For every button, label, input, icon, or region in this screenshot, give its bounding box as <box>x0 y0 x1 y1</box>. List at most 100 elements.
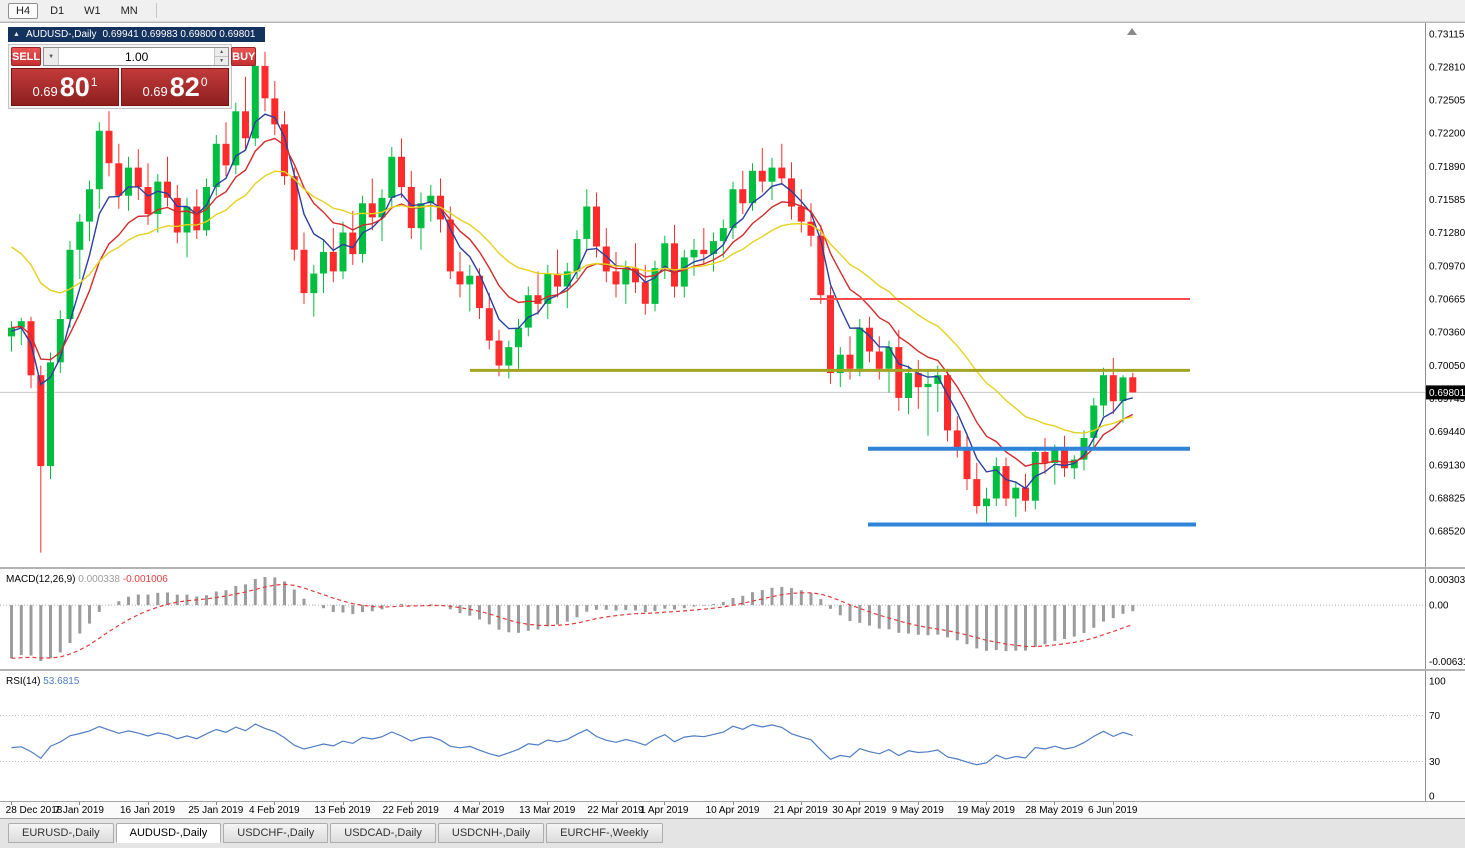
rsi-axis-tick: 30 <box>1429 757 1441 768</box>
ask-price-big-digits: 82 <box>169 72 200 102</box>
date-tick <box>986 802 987 805</box>
price-axis-tick: 0.70050 <box>1429 361 1465 372</box>
date-tick <box>147 802 149 805</box>
rsi-line <box>11 723 1133 766</box>
ma-slow-line <box>11 170 1133 434</box>
ma-fast-line <box>11 113 1133 490</box>
ask-price-prefix: 0.69 <box>142 84 168 99</box>
volume-control: ▼ ▲ ▼ <box>43 47 230 66</box>
timeframe-button-h4[interactable]: H4 <box>8 2 39 19</box>
date-tick <box>1054 802 1056 805</box>
macd-axis-max: 0.0030355 <box>1429 575 1465 586</box>
chart-icon: ▲ <box>13 31 20 38</box>
current-price-label <box>1426 385 1465 400</box>
price-axis-tick: 0.71890 <box>1429 162 1465 173</box>
current-price-value: 0.69801 <box>1429 388 1465 399</box>
date-axis[interactable]: 28 Dec 2018 7 Jan 2019 16 Jan 2019 25 Jan 2… <box>0 801 1465 819</box>
date-tick <box>215 802 217 805</box>
date-label: 28 May 2019 <box>1025 805 1084 816</box>
one-click-trading-panel: SELL ▼ ▲ ▼ BUY 0.69 80 1 0 <box>8 44 257 109</box>
rsi-axis-tick: 100 <box>1429 677 1446 688</box>
rsi-pane[interactable]: 100 70 30 0 RSI(14) 53.6815 <box>0 671 1465 801</box>
rsi-axis-tick: 70 <box>1429 711 1441 722</box>
date-tick <box>410 802 412 805</box>
date-tick <box>664 802 666 805</box>
macd-axis-min: -0.0063110 <box>1429 657 1465 668</box>
rsi-header: RSI(14) 53.6815 <box>6 676 80 687</box>
sell-price-box[interactable]: 0.69 80 1 <box>11 68 119 106</box>
macd-pane[interactable]: 0.0030355 0.00 -0.0063110 MACD(12,26,9) 0.0… <box>0 569 1465 669</box>
date-tick <box>274 802 276 805</box>
price-axis-tick: 0.73115 <box>1429 30 1465 41</box>
price-axis-tick: 0.69130 <box>1429 461 1465 472</box>
tab-audusd-daily[interactable]: AUDUSD-,Daily <box>115 823 222 843</box>
price-axis-tick: 0.69745 <box>1429 394 1465 405</box>
macd-histogram <box>10 577 1135 661</box>
date-tick <box>917 802 919 805</box>
ask-price-pipette: 0 <box>200 75 208 89</box>
date-label: 1 Apr 2019 <box>640 805 689 816</box>
date-label: 22 Mar 2019 <box>587 805 644 816</box>
date-tick <box>615 802 617 805</box>
date-tick <box>79 802 81 805</box>
date-tick <box>859 802 861 805</box>
price-axis-tick: 0.68520 <box>1429 527 1465 538</box>
date-label: 13 Mar 2019 <box>519 805 576 816</box>
price-axis-tick: 0.69440 <box>1429 427 1465 438</box>
chart-tab-bar: EURUSD-,Daily AUDUSD-,Daily USDCHF-,Daily U… <box>0 818 1465 848</box>
volume-spinner: ▲ ▼ <box>214 48 229 65</box>
rsi-axis-tick: 0 <box>1429 792 1435 802</box>
buy-button[interactable]: BUY <box>231 47 257 66</box>
bid-price-prefix: 0.69 <box>32 84 58 99</box>
timeframe-button-w1[interactable]: W1 <box>84 4 101 17</box>
date-label: 21 Apr 2019 <box>773 805 828 816</box>
macd-header: MACD(12,26,9) 0.000338 -0.001006 <box>6 574 168 585</box>
main-price-chart[interactable]: 0.73115 0.72810 0.72505 0.72200 0.71890 0.715… <box>0 23 1465 567</box>
tab-usdchf-daily[interactable]: USDCHF-,Daily <box>223 823 329 843</box>
date-label: 13 Feb 2019 <box>314 805 371 816</box>
macd-signal-line <box>11 583 1133 659</box>
candles <box>8 51 1137 553</box>
date-label: 28 Dec 2018 <box>5 805 63 816</box>
volume-input[interactable] <box>59 48 215 65</box>
price-axis-tick: 0.71280 <box>1429 228 1465 239</box>
price-axis-tick: 0.72200 <box>1429 129 1465 140</box>
tab-eurusd-daily[interactable]: EURUSD-,Daily <box>8 823 114 843</box>
price-axis-tick: 0.68825 <box>1429 494 1465 505</box>
pane-separator[interactable] <box>0 669 1465 671</box>
tab-usdcnh-daily[interactable]: USDCNH-,Daily <box>437 823 545 843</box>
date-tick <box>547 802 549 805</box>
date-label: 10 Apr 2019 <box>705 805 760 816</box>
date-label: 25 Jan 2019 <box>188 805 244 816</box>
date-label: 4 Mar 2019 <box>453 805 505 816</box>
sell-button[interactable]: SELL <box>11 47 42 66</box>
chart-title-bar: ▲ AUDUSD-,Daily 0.69941 0.69983 0.69800 … <box>8 27 266 42</box>
date-tick <box>800 802 802 805</box>
date-label: 30 Apr 2019 <box>832 805 887 816</box>
date-label: 6 Jun 2019 <box>1088 805 1138 816</box>
chart-tabs: EURUSD-,Daily AUDUSD-,Daily USDCHF-,Daily U… <box>0 819 1465 843</box>
toolbar-separator <box>155 3 157 18</box>
chart-symbol-label: AUDUSD-,Daily <box>25 29 97 40</box>
timeframe-button-mn[interactable]: MN <box>120 4 138 17</box>
timeframe-button-d1[interactable]: D1 <box>50 4 65 17</box>
chart-window[interactable]: 0.73115 0.72810 0.72505 0.72200 0.71890 0.715… <box>0 22 1465 819</box>
bid-price-pipette: 1 <box>90 75 98 89</box>
chart-shift-marker-icon[interactable] <box>1127 28 1137 35</box>
price-axis-tick: 0.70970 <box>1429 262 1465 273</box>
date-label: 22 Feb 2019 <box>382 805 439 816</box>
date-tick <box>1112 802 1114 805</box>
date-label: 4 Feb 2019 <box>248 805 300 816</box>
pane-separator[interactable] <box>0 567 1465 569</box>
date-tick <box>732 802 734 805</box>
buy-price-box[interactable]: 0.69 82 0 <box>121 68 229 106</box>
volume-up-button[interactable]: ▲ <box>215 48 229 57</box>
price-axis-tick: 0.71585 <box>1429 195 1465 206</box>
macd-axis-zero: 0.00 <box>1429 601 1449 612</box>
volume-dropdown-arrow-icon[interactable]: ▼ <box>44 48 60 65</box>
tab-usdcad-daily[interactable]: USDCAD-,Daily <box>330 823 436 843</box>
volume-down-button[interactable]: ▼ <box>215 57 229 65</box>
tab-eurchf-weekly[interactable]: EURCHF-,Weekly <box>546 823 663 843</box>
date-label: 16 Jan 2019 <box>119 805 176 816</box>
